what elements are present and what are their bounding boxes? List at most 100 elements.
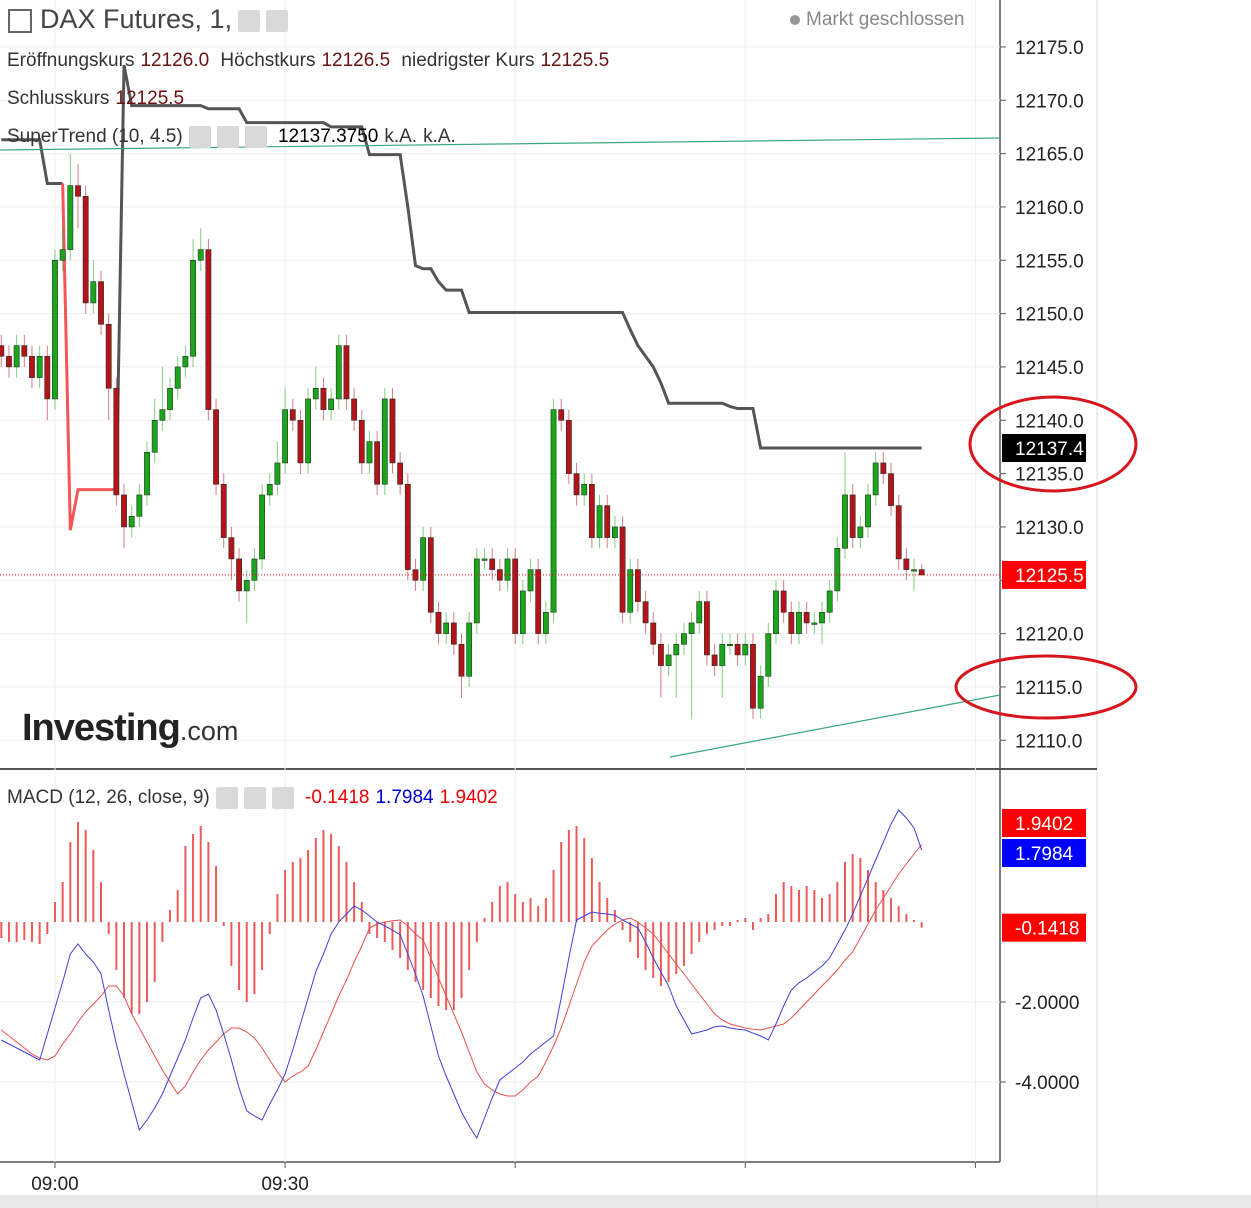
price-box-label: 1.9402 xyxy=(1015,814,1073,835)
candle-body xyxy=(335,345,342,400)
high-label: Höchstkurs xyxy=(220,50,316,71)
candle-body xyxy=(880,462,887,474)
candle-body xyxy=(289,409,296,421)
candle-body xyxy=(105,323,112,389)
candle-body xyxy=(75,185,81,197)
candle-body xyxy=(6,355,12,368)
candle-body xyxy=(144,451,150,496)
candle-body xyxy=(167,387,173,410)
candle-body xyxy=(435,611,442,634)
candle-body xyxy=(412,569,419,581)
status-text: Markt geschlossen xyxy=(806,9,965,30)
candle-body xyxy=(397,462,404,485)
candle-body xyxy=(98,281,104,325)
price-box xyxy=(1002,809,1086,837)
candle-body xyxy=(788,611,795,634)
signal-line xyxy=(0,844,923,1097)
settings-icon[interactable] xyxy=(243,787,266,809)
candle-body xyxy=(527,569,534,592)
candle-body xyxy=(420,537,427,581)
close-legend: Schlusskurs 12125.5 xyxy=(7,88,190,110)
y-tick-label: 12160.0 xyxy=(1015,198,1084,219)
candle-body xyxy=(535,569,542,634)
settings-icon[interactable] xyxy=(216,126,239,148)
high-value: 12126.5 xyxy=(321,50,391,71)
candle-body xyxy=(650,622,657,645)
candle-body xyxy=(159,409,166,421)
candle-body xyxy=(696,601,703,624)
candle-body xyxy=(44,355,51,400)
candle-body xyxy=(366,441,373,464)
price-box xyxy=(1002,839,1086,867)
signal-value: 1.9402 xyxy=(439,787,498,809)
supertrend-value: 12137.3750 xyxy=(277,126,379,148)
candle-body xyxy=(67,185,74,250)
candle-body xyxy=(59,249,66,261)
candle-body xyxy=(473,558,480,624)
y-tick-label: 12140.0 xyxy=(1015,411,1084,432)
candle-body xyxy=(727,643,733,647)
candle-body xyxy=(911,569,917,572)
candle-body xyxy=(803,611,810,624)
candle-body xyxy=(427,537,434,613)
candle-body xyxy=(588,483,595,538)
scrollbar[interactable] xyxy=(0,1195,1251,1208)
y-tick-label: 12110.0 xyxy=(1015,731,1082,752)
candle-body xyxy=(404,483,411,570)
candle-body xyxy=(243,579,250,592)
settings-icon[interactable] xyxy=(266,9,289,32)
highlight-ellipse xyxy=(954,654,1138,720)
candle-body xyxy=(834,547,841,592)
candle-body xyxy=(627,569,634,613)
supertrend-line xyxy=(61,183,117,531)
histogram-value: -0.1418 xyxy=(305,787,370,809)
candle-body xyxy=(174,366,181,389)
candle-body xyxy=(665,654,672,666)
visibility-icon[interactable] xyxy=(188,126,211,148)
candle-body xyxy=(228,537,235,560)
candle-body xyxy=(688,622,695,634)
candle-body xyxy=(151,419,158,453)
na-value: k.A. xyxy=(423,126,456,148)
candle-body xyxy=(328,398,335,410)
remove-icon[interactable] xyxy=(271,787,294,809)
ohlc-legend: Eröffnungskurs 12126.0 Höchstkurs 12126.5 … xyxy=(7,50,615,72)
price-box-label: 1.7984 xyxy=(1015,844,1074,865)
price-boxes: 12137.4 12125.5 1.9402 1.7984 -0.1418 xyxy=(1002,434,1086,942)
candle-body xyxy=(550,409,557,613)
price-box-label: 12125.5 xyxy=(1015,566,1084,587)
price-box xyxy=(1002,434,1086,462)
collapse-button[interactable] xyxy=(8,8,32,33)
candle-body xyxy=(773,590,779,634)
remove-icon[interactable] xyxy=(244,126,267,148)
candle-body xyxy=(542,611,549,634)
y-tick-label: 12130.0 xyxy=(1015,518,1084,539)
candle-body xyxy=(512,558,519,634)
y-tick-label: 12115.0 xyxy=(1015,678,1082,699)
candle-body xyxy=(0,345,5,357)
close-value: 12125.5 xyxy=(115,88,185,109)
open-value: 12126.0 xyxy=(140,50,210,71)
visibility-icon[interactable] xyxy=(238,9,261,32)
candle-body xyxy=(36,355,43,378)
visibility-icon[interactable] xyxy=(215,787,238,809)
y-tick-label: -4.0000 xyxy=(1015,1073,1079,1094)
candle-body xyxy=(205,249,212,410)
candle-body xyxy=(742,643,749,656)
candle-body xyxy=(681,633,687,645)
candle-body xyxy=(780,590,787,613)
candle-body xyxy=(190,259,196,357)
candle-body xyxy=(849,494,856,538)
candle-body xyxy=(865,494,871,528)
chart-title: DAX Futures, 1, xyxy=(40,4,233,34)
candle-body xyxy=(819,611,825,624)
candle-body xyxy=(450,622,457,645)
candle-body xyxy=(673,643,680,656)
supertrend-label: SuperTrend (10, 4.5) xyxy=(7,126,183,148)
price-box xyxy=(1002,560,1086,589)
highlight-ellipse xyxy=(968,395,1138,493)
price-box xyxy=(1002,913,1086,942)
candle-body xyxy=(251,558,258,581)
candle-body xyxy=(266,483,273,496)
candle-body xyxy=(903,558,910,570)
